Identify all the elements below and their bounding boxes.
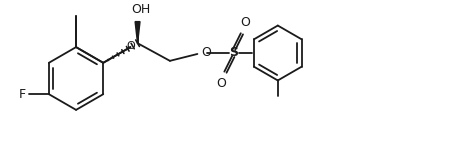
Text: S: S: [229, 47, 238, 59]
Text: O: O: [216, 77, 226, 89]
Text: OH: OH: [131, 3, 150, 16]
Text: O: O: [126, 41, 135, 51]
Polygon shape: [135, 22, 140, 43]
Text: O: O: [201, 46, 211, 59]
Text: O: O: [241, 16, 250, 29]
Text: F: F: [19, 88, 26, 101]
